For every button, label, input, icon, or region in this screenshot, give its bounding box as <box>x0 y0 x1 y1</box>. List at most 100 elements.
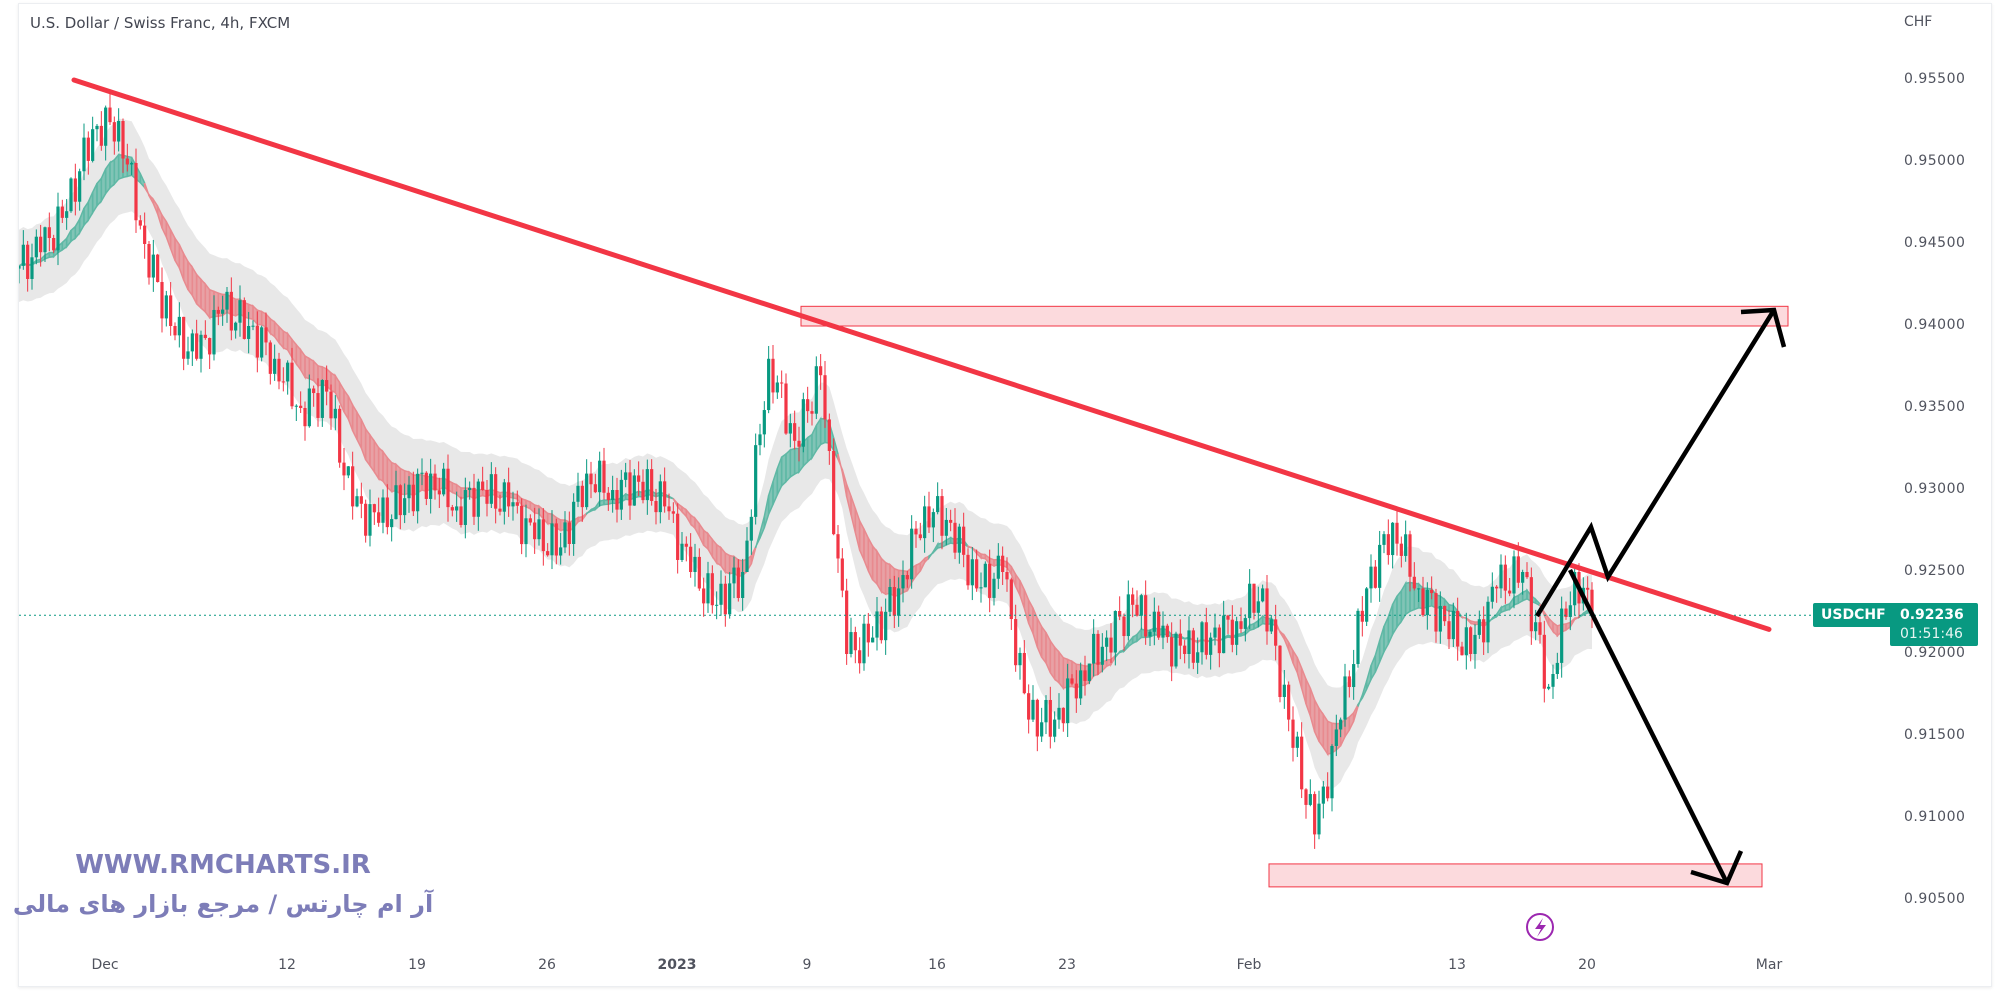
chart-title: U.S. Dollar / Swiss Franc, 4h, FXCM <box>30 14 291 32</box>
candle-body <box>359 496 363 504</box>
watermark-tagline: آر ام چارتس / مرجع بازار های مالی <box>12 890 434 918</box>
candle-body <box>99 125 103 146</box>
candle-body <box>39 236 43 253</box>
candle-body <box>121 121 125 159</box>
candle-body <box>346 466 350 476</box>
candle-body <box>546 551 550 556</box>
trendline[interactable] <box>71 77 1772 632</box>
candle-body <box>1564 608 1568 617</box>
candle-body <box>741 572 745 598</box>
candle-body <box>771 358 775 393</box>
candle-body <box>936 496 940 513</box>
candle-body <box>489 474 493 504</box>
candle-body <box>533 522 537 540</box>
candle-body <box>1425 589 1429 616</box>
candle-body <box>918 534 922 539</box>
bullish-arrowhead <box>1740 307 1787 348</box>
candle-body <box>723 583 727 615</box>
candle-body <box>1521 572 1525 583</box>
candle-body <box>195 333 199 359</box>
y-tick-label: 0.93500 <box>1904 399 1966 415</box>
candle-body <box>1209 637 1213 655</box>
candle-body <box>325 380 329 392</box>
candle-body <box>988 563 992 598</box>
candle-body <box>563 522 567 548</box>
candle-body <box>450 507 454 511</box>
candle-body <box>30 257 34 279</box>
candle-body <box>849 632 853 654</box>
candle-body <box>1113 611 1117 653</box>
candle-body <box>767 358 771 411</box>
candle-body <box>1087 663 1091 681</box>
candle-body <box>294 405 298 407</box>
candle-body <box>1534 622 1538 632</box>
candle-body <box>403 498 407 516</box>
candle-body <box>1066 678 1070 724</box>
resistance-zone[interactable] <box>800 305 1789 327</box>
candle-body <box>1590 589 1594 616</box>
candle-body <box>840 558 844 591</box>
candle-body <box>1148 631 1152 637</box>
candle-body <box>550 523 554 556</box>
candle-body <box>931 512 935 528</box>
candle-body <box>1239 621 1243 629</box>
candle-body <box>377 512 381 523</box>
candle-body <box>385 497 389 528</box>
support-zone[interactable] <box>1268 863 1763 888</box>
candle-body <box>611 490 615 501</box>
candle-body <box>1126 594 1130 637</box>
flash-icon[interactable] <box>1526 913 1554 941</box>
candle-body <box>1165 625 1169 638</box>
candle-body <box>1044 699 1048 723</box>
candle-body <box>1473 634 1477 654</box>
candle-body <box>923 506 927 539</box>
candle-body <box>1096 633 1100 665</box>
candle-body <box>1339 719 1343 730</box>
candle-body <box>641 481 645 501</box>
candle-body <box>277 358 281 382</box>
candle-body <box>476 481 480 517</box>
candle-body <box>871 637 875 643</box>
candle-body <box>429 473 433 499</box>
candle-body <box>1512 556 1516 594</box>
bearish-arrowhead <box>1690 850 1744 886</box>
candle-body <box>1079 670 1083 699</box>
x-tick-label: Dec <box>91 957 119 973</box>
candle-body <box>1430 589 1434 594</box>
candle-body <box>169 295 173 326</box>
x-tick-label: Mar <box>1755 957 1783 973</box>
candle-body <box>697 556 701 589</box>
candle-body <box>1586 587 1590 590</box>
candle-body <box>1243 618 1247 629</box>
candle-body <box>615 490 619 510</box>
candle-body <box>1477 619 1481 635</box>
candle-body <box>138 220 142 226</box>
candle-body <box>1451 610 1455 640</box>
candle-body <box>866 623 870 643</box>
candle-body <box>515 502 519 506</box>
candle-body <box>1022 652 1026 694</box>
candle-body <box>684 543 688 547</box>
candle-body <box>1040 722 1044 737</box>
candle-body <box>1109 637 1113 653</box>
candle-body <box>858 650 862 664</box>
candle-body <box>602 460 606 493</box>
candle-body <box>1529 577 1533 632</box>
x-tick-label: 20 <box>1578 957 1596 973</box>
candle-body <box>1226 615 1230 620</box>
candle-body <box>1174 633 1178 667</box>
y-tick-label: 0.92000 <box>1904 645 1966 661</box>
candle-body <box>511 502 515 507</box>
candle-body <box>819 366 823 376</box>
candle-body <box>273 358 277 374</box>
bearish-projection-path[interactable] <box>1567 568 1730 885</box>
candle-body <box>1434 593 1438 632</box>
candle-body <box>1317 803 1321 835</box>
candle-body <box>1313 794 1317 835</box>
last-price: 0.92236 <box>1900 607 1964 623</box>
candle-body <box>125 158 129 165</box>
bullish-projection-path[interactable] <box>1535 308 1776 618</box>
candle-body <box>234 322 238 331</box>
candle-body <box>806 399 810 412</box>
